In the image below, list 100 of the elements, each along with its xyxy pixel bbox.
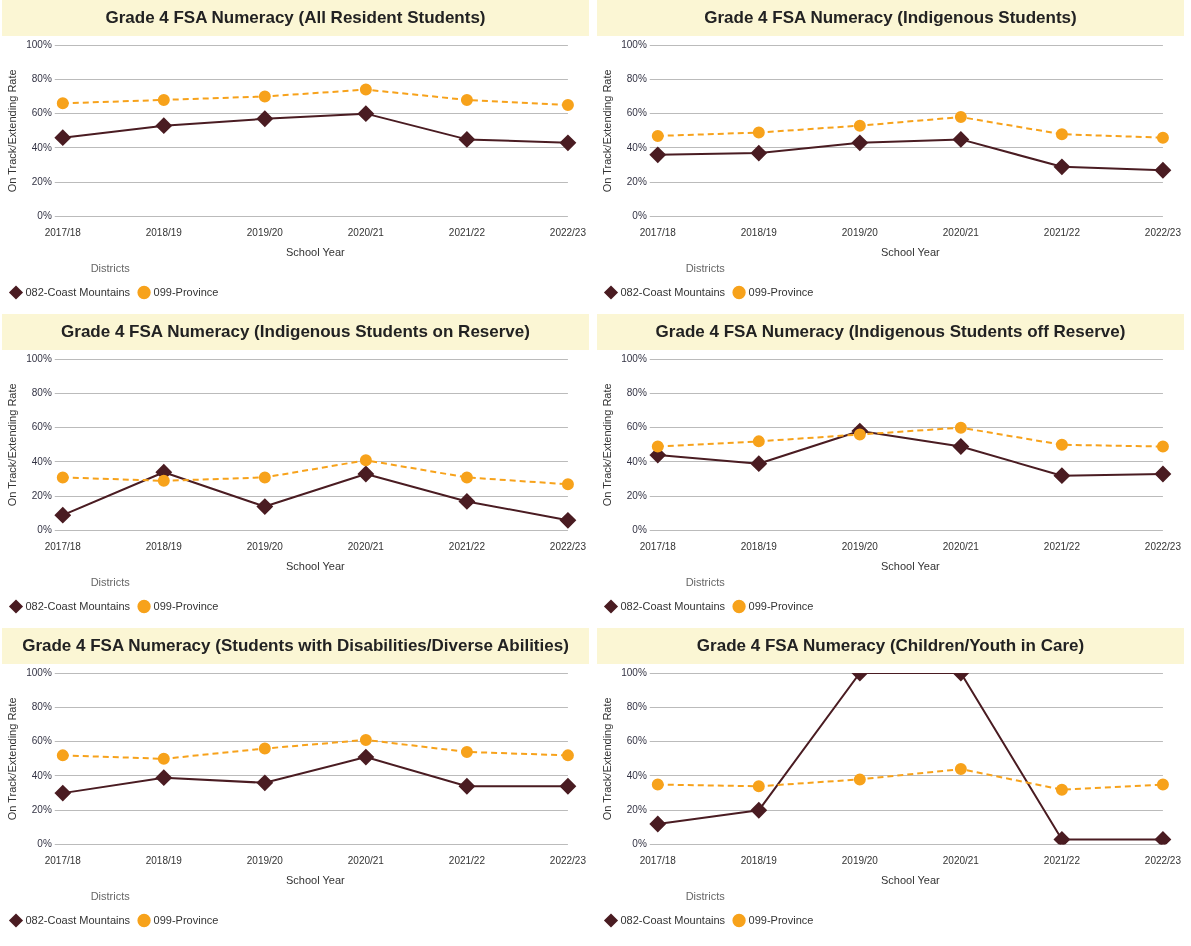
legend-label: 082-Coast Mountains	[25, 599, 131, 612]
point	[559, 778, 576, 795]
y-tick-label: 40%	[626, 769, 647, 781]
y-tick-label: 60%	[31, 107, 52, 119]
point	[561, 749, 574, 762]
x-tick-label: 2022/23	[1144, 227, 1182, 239]
point	[458, 131, 475, 148]
y-tick-label: 20%	[31, 490, 52, 502]
legend-label: 082-Coast Mountains	[25, 913, 131, 926]
legend-title: Districts	[90, 576, 131, 589]
y-tick-label: 80%	[626, 701, 647, 713]
point	[1055, 783, 1068, 796]
point	[1156, 131, 1169, 144]
point	[157, 752, 170, 765]
legend-label: 082-Coast Mountains	[620, 285, 726, 298]
y-axis-title: On Track/Extending Rate	[5, 383, 18, 507]
y-tick-label: 60%	[31, 735, 52, 747]
x-tick-label: 2022/23	[549, 227, 587, 239]
x-tick-label: 2017/18	[44, 855, 82, 867]
point	[1053, 158, 1070, 175]
x-tick-label: 2021/22	[448, 855, 486, 867]
point	[458, 778, 475, 795]
y-tick-label: 80%	[31, 701, 52, 713]
point	[54, 785, 71, 802]
point	[460, 471, 473, 484]
x-tick-label: 2020/21	[942, 855, 980, 867]
x-tick-label: 2021/22	[1043, 227, 1081, 239]
point	[1156, 778, 1169, 791]
point	[357, 749, 374, 766]
y-tick-label: 40%	[31, 769, 52, 781]
legend-label: 099-Province	[153, 599, 219, 612]
y-tick-label: 80%	[31, 73, 52, 85]
point	[258, 90, 271, 103]
point	[559, 512, 576, 529]
point	[561, 478, 574, 491]
point	[155, 117, 172, 134]
legend-label: 082-Coast Mountains	[620, 599, 726, 612]
point	[359, 83, 372, 96]
legend-title: Districts	[90, 262, 131, 275]
x-tick-label: 2017/18	[44, 227, 82, 239]
legend-title: Districts	[685, 890, 726, 903]
x-tick-label: 2022/23	[1144, 541, 1182, 553]
point	[54, 507, 71, 524]
y-tick-label: 60%	[626, 421, 647, 433]
point	[853, 119, 866, 132]
chart-title: Grade 4 FSA Numeracy (Children/Youth in Care)	[597, 628, 1184, 664]
point	[357, 105, 374, 122]
x-axis-title: School Year	[880, 246, 941, 259]
chart-title: Grade 4 FSA Numeracy (Indigenous Students off Reserve)	[597, 314, 1184, 350]
y-tick-label: 80%	[626, 73, 647, 85]
x-tick-label: 2019/20	[246, 227, 284, 239]
x-tick-label: 2018/19	[740, 541, 778, 553]
point	[750, 145, 767, 162]
point	[157, 474, 170, 487]
x-tick-label: 2022/23	[549, 855, 587, 867]
point	[256, 774, 273, 791]
x-tick-label: 2021/22	[448, 227, 486, 239]
y-tick-label: 20%	[626, 490, 647, 502]
x-tick-label: 2019/20	[841, 541, 879, 553]
point	[954, 763, 967, 776]
y-tick-label: 40%	[31, 141, 52, 153]
y-tick-label: 60%	[31, 421, 52, 433]
legend-label: 099-Province	[748, 285, 814, 298]
y-tick-label: 40%	[626, 141, 647, 153]
legend-label: 082-Coast Mountains	[25, 285, 131, 298]
x-tick-label: 2021/22	[1043, 855, 1081, 867]
x-axis-title: School Year	[880, 560, 941, 573]
point	[258, 471, 271, 484]
legend-title: Districts	[685, 262, 726, 275]
x-tick-label: 2018/19	[145, 855, 183, 867]
point	[954, 111, 967, 124]
y-tick-label: 0%	[632, 210, 647, 222]
point	[458, 493, 475, 510]
x-tick-label: 2022/23	[549, 541, 587, 553]
x-tick-label: 2018/19	[740, 855, 778, 867]
x-axis-title: School Year	[285, 246, 346, 259]
chart-title: Grade 4 FSA Numeracy (Indigenous Students on Reserve)	[2, 314, 589, 350]
point	[1156, 440, 1169, 453]
x-tick-label: 2017/18	[639, 855, 677, 867]
x-tick-label: 2020/21	[347, 855, 385, 867]
x-tick-label: 2017/18	[639, 541, 677, 553]
point	[54, 129, 71, 146]
x-tick-label: 2019/20	[246, 541, 284, 553]
point	[752, 435, 765, 448]
y-tick-label: 100%	[26, 352, 52, 364]
y-axis-title: On Track/Extending Rate	[5, 69, 18, 193]
point	[359, 733, 372, 746]
x-tick-label: 2020/21	[347, 541, 385, 553]
point	[750, 455, 767, 472]
chart-title: Grade 4 FSA Numeracy (Indigenous Students)	[597, 0, 1184, 36]
point	[1154, 465, 1171, 482]
point	[853, 428, 866, 441]
point	[954, 421, 967, 434]
y-tick-label: 0%	[37, 838, 52, 850]
y-tick-label: 20%	[31, 804, 52, 816]
y-tick-label: 0%	[632, 524, 647, 536]
y-tick-label: 80%	[31, 387, 52, 399]
legend-title: Districts	[90, 890, 131, 903]
point	[258, 742, 271, 755]
legend-label: 099-Province	[748, 599, 814, 612]
